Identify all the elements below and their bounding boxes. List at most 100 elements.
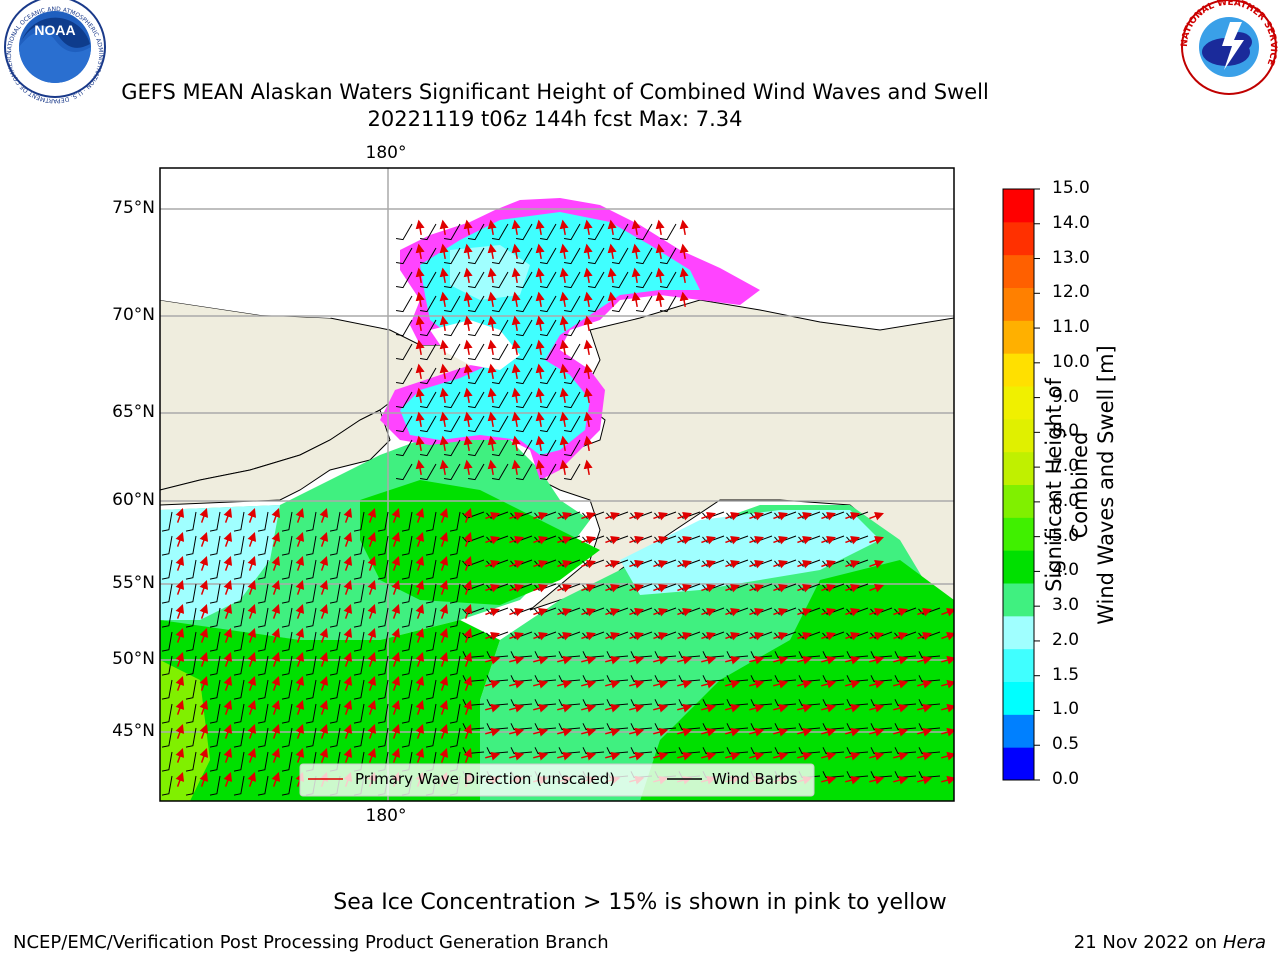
wind-barb [660,271,677,289]
wind-barb [420,271,437,289]
wind-barb [582,651,605,659]
wind-barb [185,751,197,772]
wave-direction-arrow [223,772,233,787]
wind-barb [209,511,221,532]
title-line-2: 20221119 t06z 144h fcst Max: 7.34 [367,107,743,131]
wave-direction-arrow [773,655,789,665]
wave-direction-arrow [629,655,645,665]
wind-barb [305,727,317,748]
wind-barb [305,535,317,556]
wind-barb [516,223,533,241]
wave-direction-arrow [463,267,473,284]
wave-direction-arrow [295,580,305,595]
wave-direction-arrow [845,535,860,545]
wave-direction-arrow [725,679,741,689]
wave-direction-arrow [509,751,525,761]
wind-barb [654,723,677,731]
wind-barb [377,583,389,604]
wind-barb [540,463,557,481]
wind-barb [449,583,461,604]
wave-direction-arrow [869,751,885,761]
wave-direction-arrow [439,243,449,260]
wind-barb [822,771,845,779]
wind-barb [420,247,437,265]
wave-direction-arrow [247,652,257,667]
wind-barb [209,559,221,580]
wind-barb [420,343,437,361]
wind-barb [377,655,389,676]
wave-direction-arrow [175,652,185,667]
wind-barb [894,651,917,659]
wave-direction-arrow [463,243,473,260]
wave-direction-arrow [175,604,185,619]
wave-direction-arrow [557,511,572,521]
wind-barb [486,747,509,755]
colorbar-segment [1003,221,1034,256]
wind-barb [305,655,317,676]
wave-direction-arrow [869,607,884,617]
wave-direction-arrow [415,652,425,667]
wind-barb [444,295,461,313]
wind-barb [444,463,461,481]
wave-direction-arrow [271,508,281,523]
wind-barb [377,511,389,532]
wind-barb [564,439,581,457]
lat-label-50: 50°N [112,649,155,669]
wave-direction-arrow [797,655,813,665]
colorbar [1003,188,1040,781]
wave-direction-arrow [653,583,668,593]
wind-barb [918,699,941,707]
wave-direction-arrow [773,511,788,521]
wind-barb [534,675,557,683]
wave-direction-arrow [583,411,593,428]
wave-direction-arrow [845,511,860,521]
wind-barb [233,775,245,796]
wind-barb [774,747,797,755]
colorbar-segment [1003,386,1034,420]
wave-direction-arrow [415,363,425,380]
wind-barb [420,367,437,385]
wave-direction-arrow [223,628,233,643]
wave-direction-arrow [653,535,668,545]
wind-barb [161,511,173,532]
wave-direction-arrow [295,628,305,643]
wave-direction-arrow [511,387,521,404]
wind-barb [377,535,389,556]
wind-barb [606,699,629,707]
wave-direction-arrow [533,655,549,665]
wave-direction-arrow [535,387,545,404]
wind-barb [161,535,173,556]
wave-direction-arrow [749,511,764,521]
wind-barb [209,727,221,748]
wind-barb [449,727,461,748]
wind-barb [588,295,605,313]
wind-barb [726,675,749,683]
wave-direction-arrow [199,652,209,667]
wind-barb [894,723,917,731]
wave-direction-arrow [533,583,548,593]
wave-direction-arrow [559,459,569,476]
wave-direction-arrow [677,655,693,665]
wind-barb [822,699,845,707]
wind-barb [750,651,773,659]
wave-direction-arrow [941,631,954,641]
wind-barb [564,271,581,289]
wind-barb [582,723,605,731]
wind-barb [540,343,557,361]
wind-barb [449,631,461,652]
colorbar-tick-label: 14.0 [1052,212,1090,233]
wind-barb [702,675,725,683]
wave-direction-arrow [343,604,353,619]
wave-direction-arrow [701,655,717,665]
wind-barb [353,703,365,724]
wave-direction-arrow [535,435,545,452]
wind-barb [329,607,341,628]
wave-direction-arrow [439,267,449,284]
wave-direction-arrow [677,703,693,713]
wave-direction-arrow [917,679,933,689]
colorbar-tick-label: 5.0 [1052,525,1080,546]
wind-barb [702,723,725,731]
wave-direction-arrow [581,511,596,521]
wind-barb [606,747,629,755]
wind-barb [918,723,941,731]
